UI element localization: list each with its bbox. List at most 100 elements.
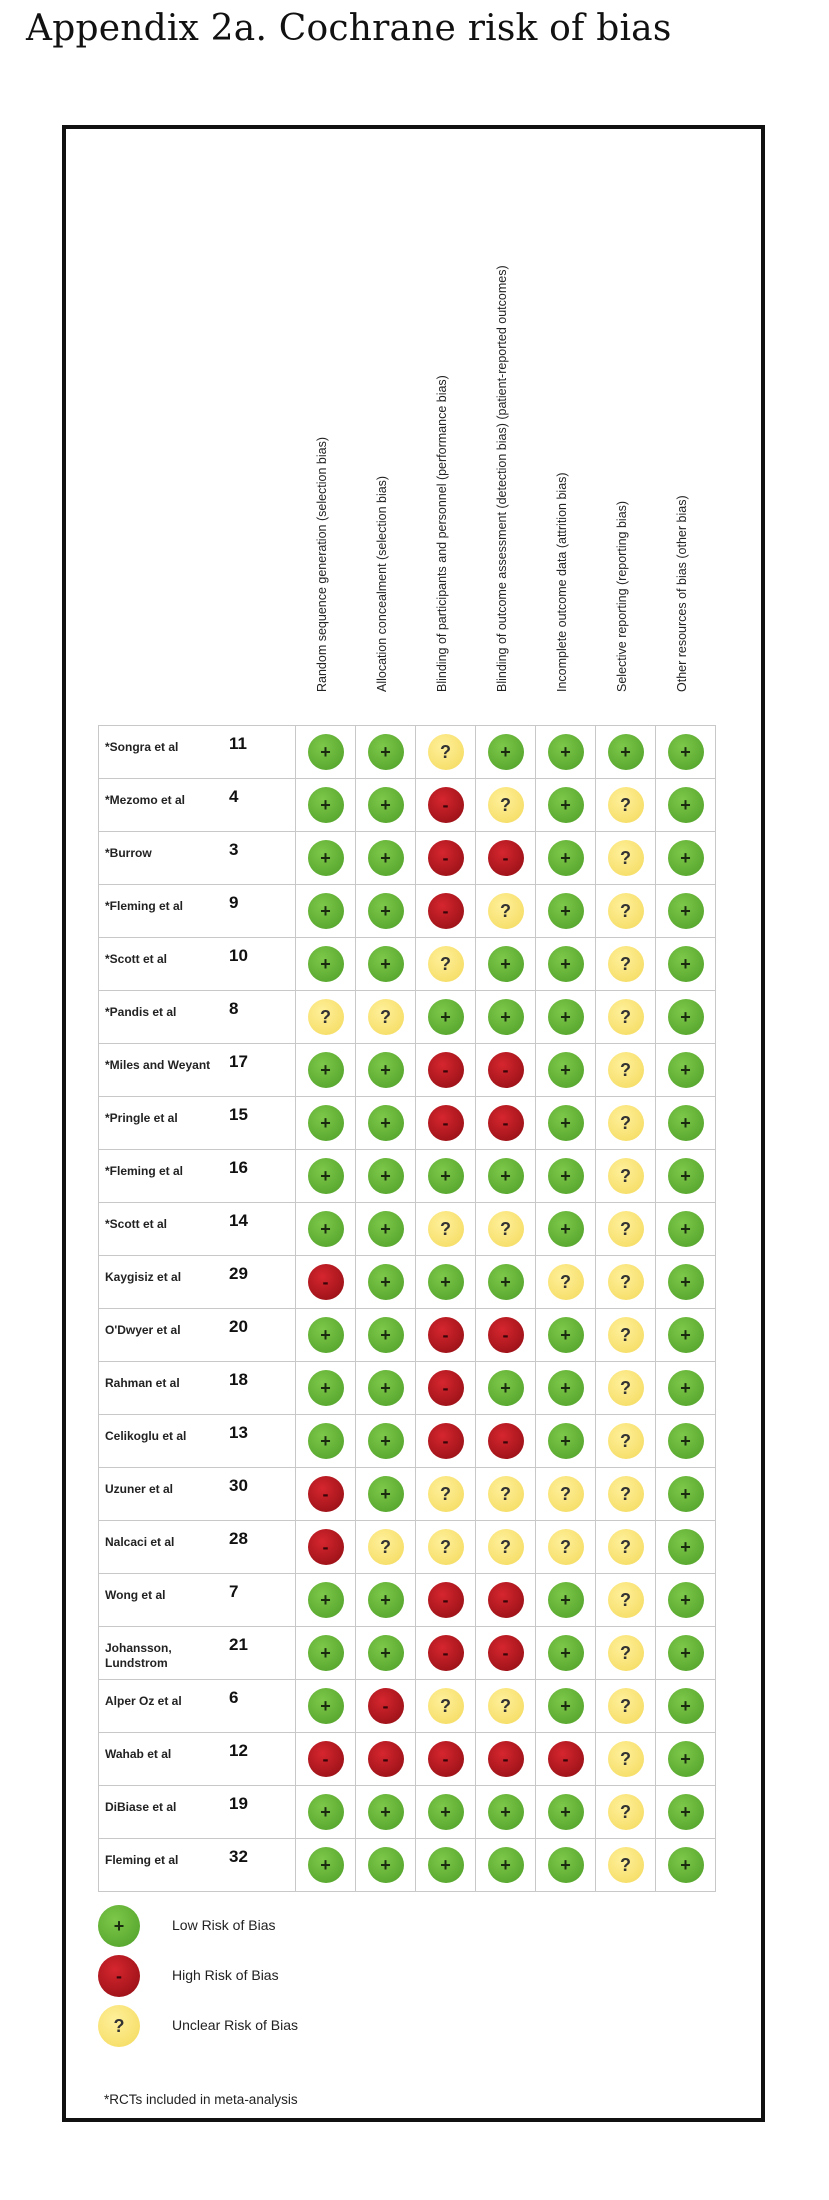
rating-cell: + bbox=[355, 725, 416, 779]
risk-high-icon: - bbox=[307, 1741, 344, 1777]
table-row: Alper Oz et al 6 + -?? +? + bbox=[98, 1679, 716, 1733]
rating-cell: + bbox=[415, 1149, 476, 1203]
risk-low-icon: + bbox=[667, 840, 704, 876]
risk-low-icon: + bbox=[487, 1158, 524, 1194]
risk-low-icon: + bbox=[547, 1423, 584, 1459]
study-cell: *Burrow 3 bbox=[98, 831, 296, 885]
risk-low-icon: + bbox=[307, 787, 344, 823]
risk-low-icon: + bbox=[487, 1370, 524, 1406]
rating-cell: ? bbox=[415, 1202, 476, 1256]
reference-number: 18 bbox=[229, 1370, 248, 1389]
risk-high-icon: - bbox=[427, 1370, 464, 1406]
risk-low-icon: + bbox=[367, 1582, 404, 1618]
table-row: *Scott et al 10 + +? + +? + bbox=[98, 937, 716, 991]
risk-high-icon: - bbox=[307, 1529, 344, 1565]
rating-cell: ? bbox=[535, 1520, 596, 1574]
rating-cell: + bbox=[355, 1043, 416, 1097]
rating-cell: ? bbox=[595, 1573, 656, 1627]
study-name: Nalcaci et al bbox=[105, 1535, 175, 1549]
study-name: Celikoglu et al bbox=[105, 1429, 187, 1443]
risk-unclear-icon: ? bbox=[607, 946, 644, 982]
rating-cell: + bbox=[355, 1202, 416, 1256]
rating-cell: + bbox=[355, 884, 416, 938]
risk-low-icon: + bbox=[667, 1688, 704, 1724]
table-row: *Fleming et al 16 + + + + +? + bbox=[98, 1149, 716, 1203]
risk-low-icon: + bbox=[307, 946, 344, 982]
study-name: Johansson, Lundstrom bbox=[105, 1641, 172, 1670]
risk-low-icon: + bbox=[367, 1105, 404, 1141]
risk-high-icon: - bbox=[367, 1688, 404, 1724]
risk-low-icon: + bbox=[667, 999, 704, 1035]
risk-high-icon: - bbox=[487, 1582, 524, 1618]
risk-unclear-icon: ? bbox=[607, 840, 644, 876]
risk-unclear-icon: ? bbox=[607, 1211, 644, 1247]
risk-low-icon: + bbox=[607, 734, 644, 770]
rating-cell: - bbox=[355, 1732, 416, 1786]
rating-cell: ? bbox=[595, 1838, 656, 1892]
risk-of-bias-figure bbox=[62, 125, 765, 2122]
risk-low-icon: + bbox=[98, 1905, 140, 1947]
rating-cell: - bbox=[475, 1308, 536, 1362]
rating-cell: ? bbox=[355, 1520, 416, 1574]
risk-low-icon: + bbox=[547, 1582, 584, 1618]
risk-low-icon: + bbox=[667, 1476, 704, 1512]
risk-unclear-icon: ? bbox=[607, 1582, 644, 1618]
rating-cell: ? bbox=[595, 1308, 656, 1362]
risk-high-icon: - bbox=[307, 1476, 344, 1512]
rating-cell: + bbox=[295, 1626, 356, 1680]
table-row: Kaygisiz et al 29- + + +?? + bbox=[98, 1255, 716, 1309]
risk-high-icon: - bbox=[427, 1317, 464, 1353]
risk-high-icon: - bbox=[427, 893, 464, 929]
rating-cell: + bbox=[295, 778, 356, 832]
risk-high-icon: - bbox=[487, 840, 524, 876]
rating-cell: ? bbox=[415, 725, 476, 779]
rating-cell: - bbox=[295, 1255, 356, 1309]
rating-cell: + bbox=[295, 1096, 356, 1150]
risk-of-bias-table: *Songra et al 11 + +? + + + + *Mezomo et al 4 + + -?… bbox=[98, 725, 716, 1892]
reference-number: 14 bbox=[229, 1211, 248, 1230]
rating-cell: ? bbox=[475, 1520, 536, 1574]
rating-cell: - bbox=[295, 1520, 356, 1574]
study-cell: Johansson, Lundstrom 21 bbox=[98, 1626, 296, 1680]
risk-low-icon: + bbox=[427, 1794, 464, 1830]
risk-unclear-icon: ? bbox=[487, 1476, 524, 1512]
rating-cell: - bbox=[535, 1732, 596, 1786]
rating-cell: ? bbox=[475, 1467, 536, 1521]
risk-high-icon: - bbox=[487, 1741, 524, 1777]
rating-cell: + bbox=[535, 884, 596, 938]
reference-number: 4 bbox=[229, 787, 239, 806]
rating-cell: + bbox=[295, 1308, 356, 1362]
table-row: Nalcaci et al 28 -????? + bbox=[98, 1520, 716, 1574]
risk-unclear-icon: ? bbox=[607, 1370, 644, 1406]
rating-cell: ? bbox=[595, 1361, 656, 1415]
risk-low-icon: + bbox=[367, 787, 404, 823]
rating-cell: - bbox=[475, 1626, 536, 1680]
rating-cell: + bbox=[655, 1414, 716, 1468]
risk-high-icon: - bbox=[547, 1741, 584, 1777]
study-cell: *Scott et al 10 bbox=[98, 937, 296, 991]
risk-low-icon: + bbox=[367, 1317, 404, 1353]
risk-unclear-icon: ? bbox=[607, 1052, 644, 1088]
risk-low-icon: + bbox=[367, 1476, 404, 1512]
risk-low-icon: + bbox=[547, 1211, 584, 1247]
rating-cell: ? bbox=[475, 778, 536, 832]
risk-unclear-icon: ? bbox=[607, 1158, 644, 1194]
rating-cell: - bbox=[415, 1361, 476, 1415]
rating-cell: + bbox=[655, 990, 716, 1044]
reference-number: 29 bbox=[229, 1264, 248, 1283]
rating-cell: + bbox=[355, 1149, 416, 1203]
table-row: O'Dwyer et al 20 + + - - +? + bbox=[98, 1308, 716, 1362]
study-cell: Nalcaci et al 28 bbox=[98, 1520, 296, 1574]
risk-low-icon: + bbox=[487, 999, 524, 1035]
risk-low-icon: + bbox=[367, 840, 404, 876]
risk-unclear-icon: ? bbox=[547, 1264, 584, 1300]
risk-high-icon: - bbox=[98, 1955, 140, 1997]
reference-number: 28 bbox=[229, 1529, 248, 1548]
risk-unclear-icon: ? bbox=[607, 1476, 644, 1512]
study-cell: DiBiase et al 19 bbox=[98, 1785, 296, 1839]
risk-low-icon: + bbox=[667, 1264, 704, 1300]
study-name: *Mezomo et al bbox=[105, 793, 186, 807]
risk-low-icon: + bbox=[547, 1847, 584, 1883]
risk-low-icon: + bbox=[367, 893, 404, 929]
rating-cell: + bbox=[655, 884, 716, 938]
